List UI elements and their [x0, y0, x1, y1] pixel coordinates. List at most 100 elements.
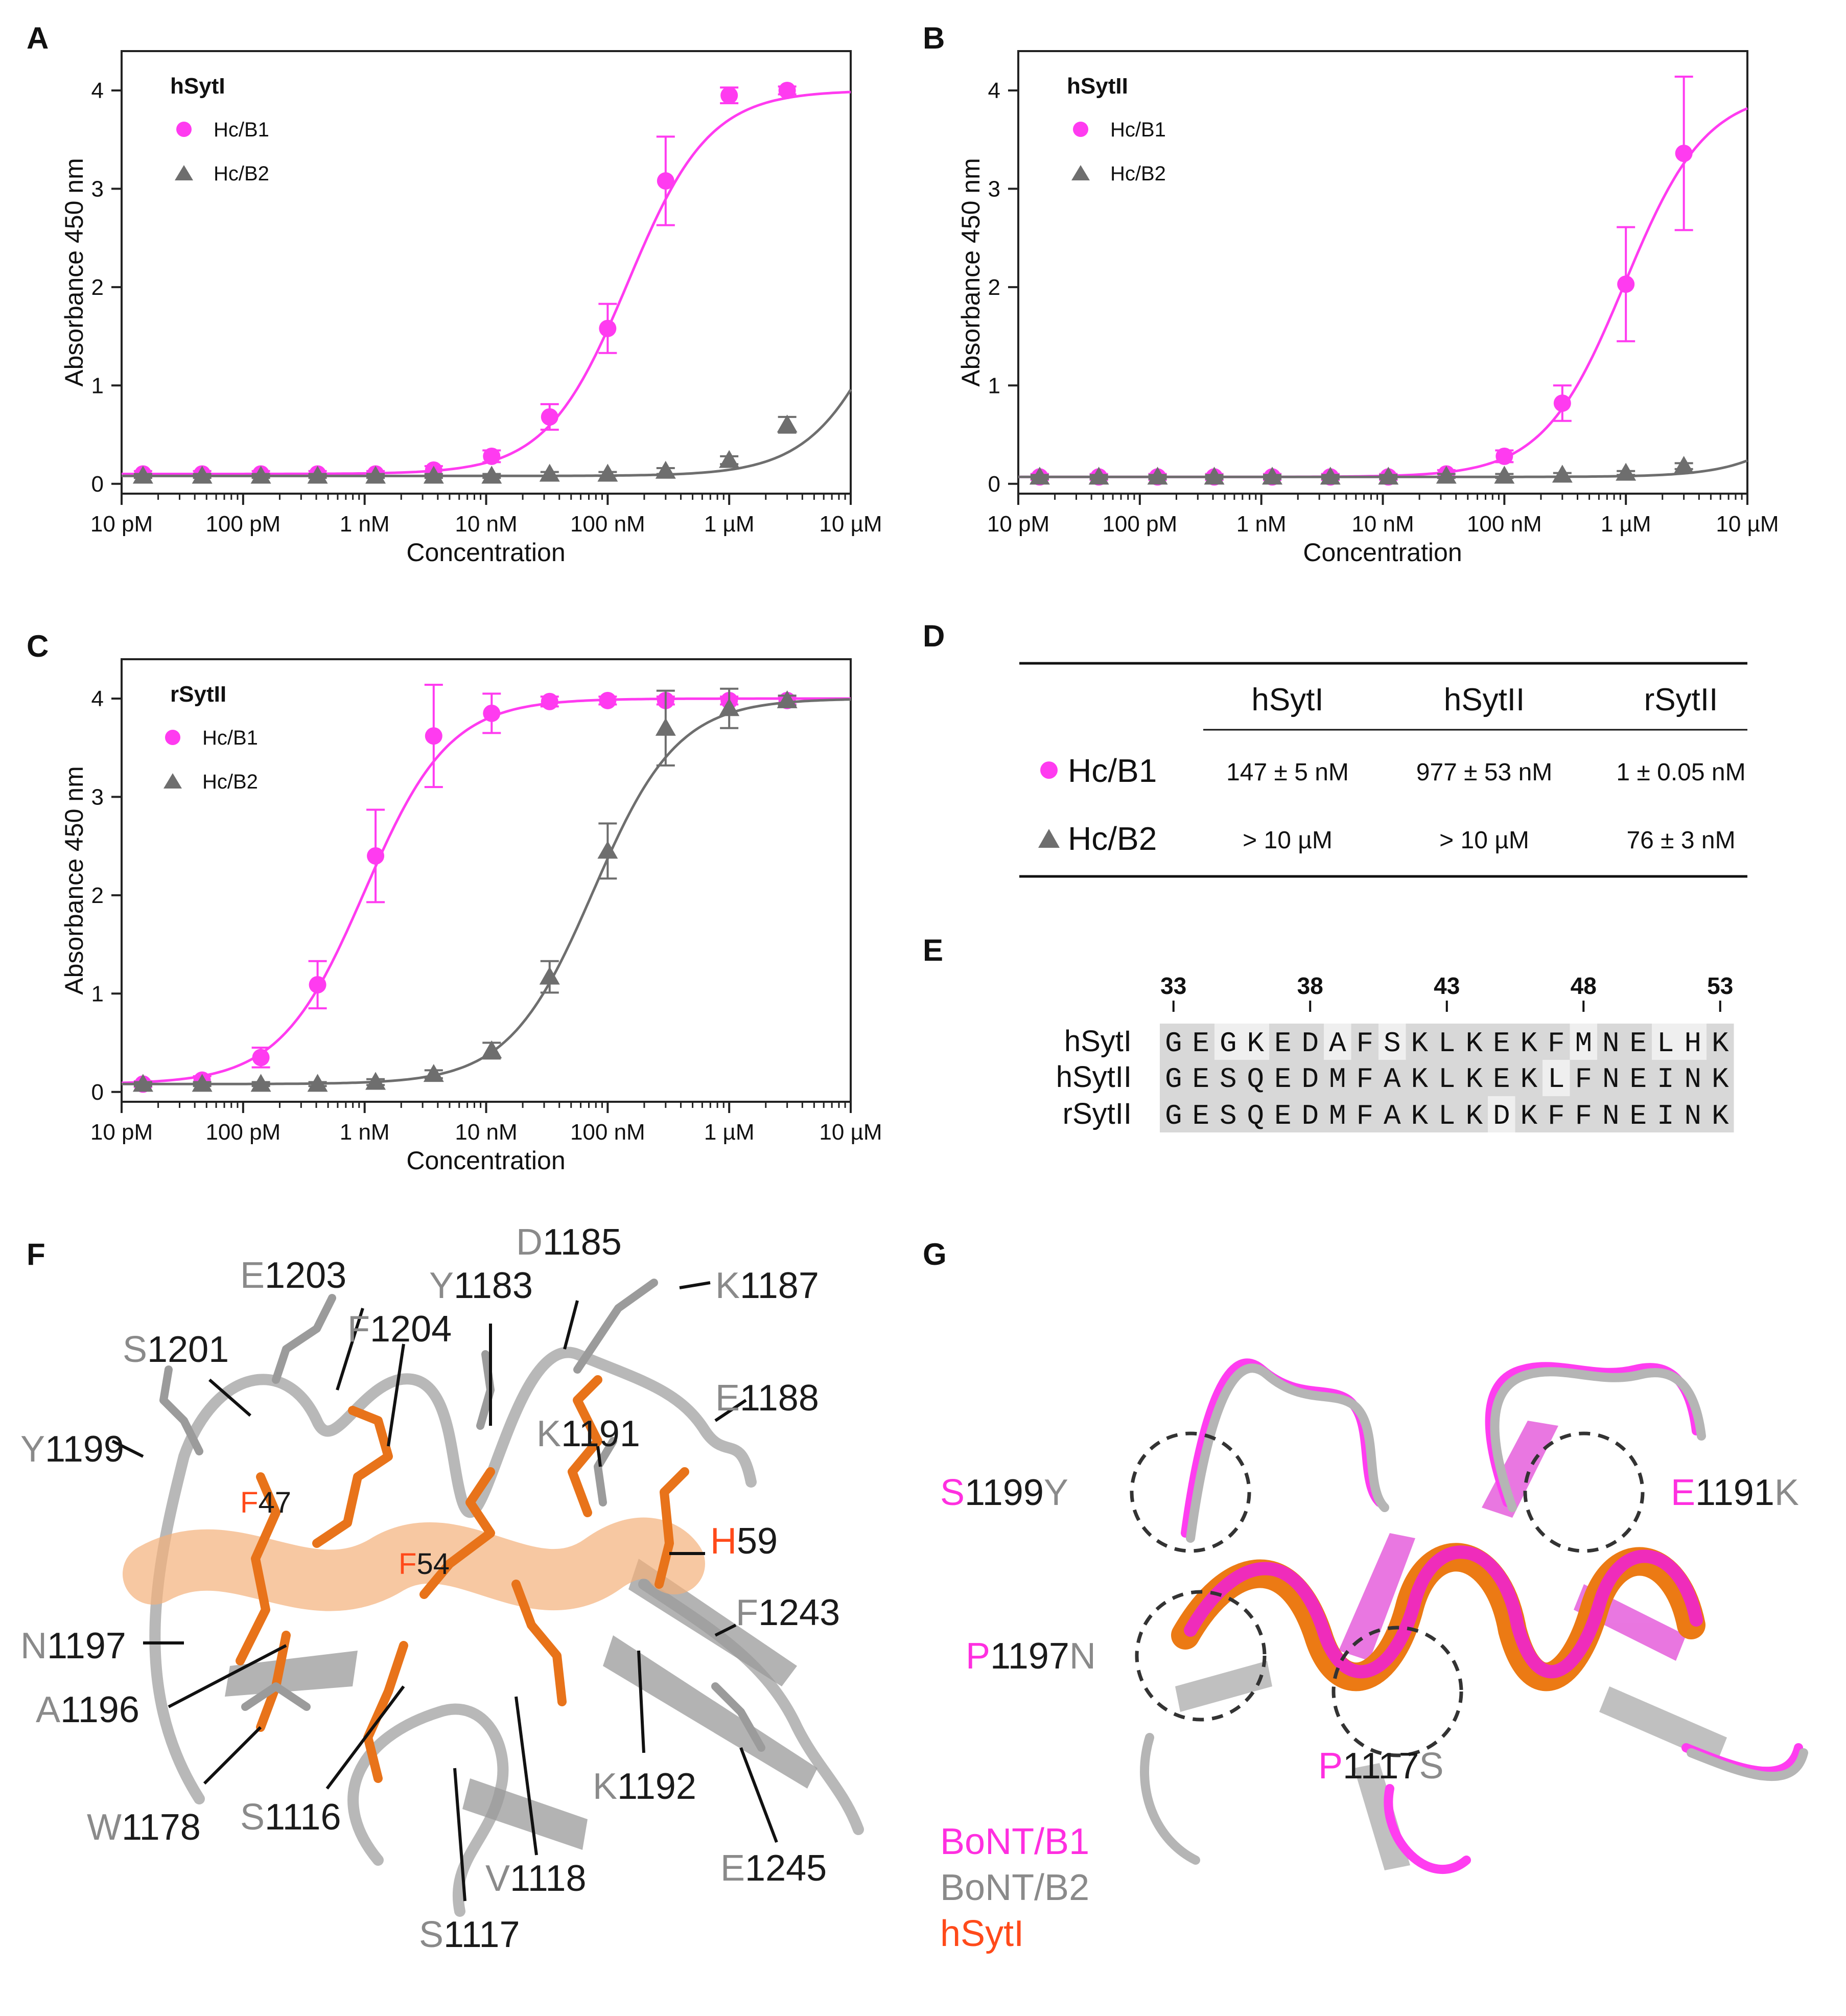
alignment-char-2-19: N	[1684, 1100, 1701, 1132]
chart-c-fit-hcb1	[121, 697, 851, 1084]
chart-b-point-b1-8	[1496, 447, 1513, 465]
alignment-char-0-10: L	[1438, 1027, 1456, 1060]
alignment-char-1-14: L	[1548, 1063, 1565, 1096]
chart-a-point-b2-4	[365, 466, 386, 484]
chart-c-point-b2-10	[719, 698, 740, 716]
chart-b-ytick-label-3: 3	[988, 176, 1000, 201]
chart-c-xtick-label-1: 100 pM	[205, 1120, 281, 1145]
chart-c-point-b2-0	[132, 1074, 153, 1092]
chart-a-point-b2-3	[307, 466, 328, 484]
table-r1-c3: 1 ± 0.05 nM	[1616, 759, 1745, 786]
chart-c-point-b1-8	[599, 691, 617, 709]
chart-a-point-b1-9	[657, 172, 674, 190]
chart-a-point-b2-2	[250, 466, 271, 484]
f-label-n1197: N1197	[20, 1626, 126, 1666]
chart-b-ytick-label-4: 4	[988, 78, 1000, 103]
chart-b-legend-b1: Hc/B1	[1110, 119, 1166, 141]
chart-c-xtick-label-4: 100 nM	[570, 1120, 645, 1145]
f-sidechain-7	[363, 1641, 408, 1783]
chart-c-ytick-label-4: 4	[91, 686, 104, 711]
chart-b-point-b2-7	[1436, 466, 1457, 484]
g-label-p1197n: P1197N	[966, 1636, 1096, 1677]
alignment-char-0-18: L	[1657, 1027, 1674, 1060]
f-label-w1178: W1178	[87, 1807, 201, 1848]
chart-c-point-b1-6	[483, 704, 501, 722]
chart-a-title: hSytI	[170, 74, 225, 99]
f-label-e1188: E1188	[715, 1378, 819, 1419]
alignment-char-2-8: A	[1384, 1100, 1401, 1132]
g-sheet-4	[1599, 1686, 1727, 1763]
alignment-shade-4	[1269, 1024, 1297, 1132]
chart-c-legend-b1: Hc/B1	[202, 727, 258, 749]
alignment-char-1-8: A	[1384, 1063, 1401, 1096]
alignment-char-2-10: L	[1438, 1100, 1456, 1132]
f-leader-e1203	[336, 1308, 364, 1391]
f-leader-y1199	[111, 1440, 144, 1458]
alignment-char-1-13: K	[1520, 1063, 1537, 1096]
alignment-char-0-19: H	[1684, 1027, 1701, 1060]
chart-b-legend-b2: Hc/B2	[1110, 163, 1166, 185]
panel-letter-e: E	[923, 933, 943, 967]
alignment-char-1-5: D	[1301, 1063, 1319, 1096]
alignment-number-1: 38	[1297, 972, 1323, 999]
alignment-char-0-11: K	[1465, 1027, 1483, 1060]
chart-a-point-b1-11	[778, 81, 796, 99]
alignment-cell-2-3	[1242, 1096, 1269, 1132]
panel-letter-c: C	[27, 629, 49, 663]
f-label-k1191: K1191	[536, 1413, 640, 1454]
g-legend-hsyt: hSytI	[940, 1913, 1024, 1954]
chart-a-point-b2-0	[132, 466, 153, 484]
chart-c-xtick-label-6: 10 µM	[819, 1120, 882, 1145]
chart-a-point-b2-9	[655, 460, 676, 479]
f-label-y1183: Y1183	[429, 1265, 533, 1306]
f-leader-s1116	[325, 1685, 405, 1790]
chart-b-point-b1-9	[1553, 394, 1571, 412]
chart-c-xtick-label-3: 10 nM	[455, 1120, 517, 1145]
affinity-table: hSytI hSytII rSytII Hc/B1 147 ± 5 nM 977…	[1019, 662, 1747, 878]
chart-b-ylabel: Absorbance 450 nm	[956, 158, 985, 387]
g-loop-b2-4	[1687, 1748, 1808, 1781]
chart-c-point-b2-1	[192, 1074, 213, 1092]
alignment-row-name-1: hSytI	[1064, 1025, 1132, 1058]
chart-c-legend-marker-b2	[163, 773, 182, 789]
alignment-char-1-2: S	[1220, 1063, 1237, 1096]
alignment-cell-1-8	[1378, 1060, 1406, 1096]
alignment-char-2-12: D	[1493, 1100, 1510, 1132]
f-res-y1199	[159, 1365, 203, 1455]
chart-b-frame	[1017, 50, 1748, 495]
chart-b-ytick-label-1: 1	[988, 373, 1000, 398]
alignment-row-name-3: rSytII	[1063, 1097, 1132, 1130]
g-loops	[1140, 1358, 1808, 1874]
f-label-f1204: F1204	[347, 1309, 452, 1350]
f-leader-f1243	[714, 1624, 737, 1637]
alignment-shade-17	[1624, 1024, 1652, 1132]
chart-a-point-b2-7	[539, 464, 560, 482]
alignment-char-1-11: K	[1465, 1063, 1483, 1096]
f-leader-a1196	[168, 1644, 287, 1708]
f-sidechain-3	[419, 1467, 495, 1599]
table-r2-c2: > 10 µM	[1439, 827, 1529, 854]
chart-b-point-b2-3	[1204, 467, 1225, 485]
alignment-char-0-13: K	[1520, 1027, 1537, 1060]
chart-a-point-b2-10	[719, 450, 740, 468]
f-sheet-4	[462, 1778, 588, 1850]
alignment-row-name-2: hSytII	[1056, 1060, 1132, 1094]
alignment-cell-2-8	[1378, 1096, 1406, 1132]
chart-b-ytick-label-2: 2	[988, 275, 1000, 300]
chart-a-ytick-label-1: 1	[91, 373, 104, 398]
alignment-shade-16	[1597, 1024, 1625, 1132]
alignment-number-4: 53	[1707, 972, 1733, 999]
chart-c-point-b2-7	[539, 966, 560, 985]
f-label-f47: F47	[240, 1486, 291, 1519]
chart-a-fit-hcb1	[122, 90, 851, 475]
alignment-char-1-19: N	[1684, 1063, 1701, 1096]
f-leader-w1178	[203, 1726, 262, 1785]
alignment-char-2-0: G	[1165, 1100, 1182, 1132]
chart-a-legend-b2: Hc/B2	[214, 163, 269, 185]
f-sidechain-4	[511, 1580, 567, 1706]
chart-b-point-b2-1	[1088, 467, 1109, 485]
alignment-char-1-16: N	[1602, 1063, 1620, 1096]
alignment-cell-1-12	[1488, 1060, 1515, 1096]
chart-c-xtick-label-5: 1 µM	[704, 1120, 755, 1145]
